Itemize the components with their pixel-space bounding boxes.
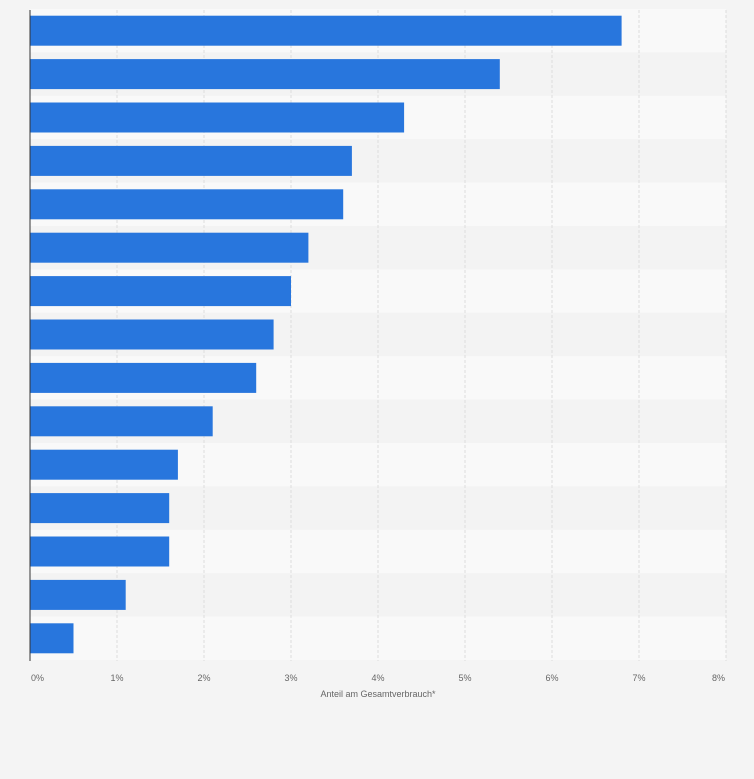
x-tick-label: 1% [110,673,123,683]
bar[interactable] [30,493,170,524]
x-axis-title: Anteil am Gesamtverbrauch* [320,689,436,699]
bar[interactable] [30,145,352,176]
bar[interactable] [30,15,622,46]
bars [30,15,622,654]
x-tick-label: 2% [197,673,210,683]
bar[interactable] [30,406,213,437]
x-tick-label: 7% [632,673,645,683]
bar[interactable] [30,319,274,350]
bar[interactable] [30,362,257,393]
bar[interactable] [30,536,170,567]
x-tick-label: 5% [458,673,471,683]
bar[interactable] [30,189,344,220]
x-tick-labels: 0% 1% 2% 3% 4% 5% 6% 7% 8% [31,673,725,683]
bar[interactable] [30,449,178,480]
bar[interactable] [30,232,309,263]
x-tick-label: 0% [31,673,44,683]
bar[interactable] [30,276,291,307]
bar[interactable] [30,623,74,654]
bar[interactable] [30,102,405,133]
x-tick-label: 4% [371,673,384,683]
x-tick-label: 8% [712,673,725,683]
row-band [30,616,726,660]
bar[interactable] [30,579,126,610]
x-tick-label: 6% [545,673,558,683]
bar[interactable] [30,59,500,90]
x-tick-label: 3% [284,673,297,683]
